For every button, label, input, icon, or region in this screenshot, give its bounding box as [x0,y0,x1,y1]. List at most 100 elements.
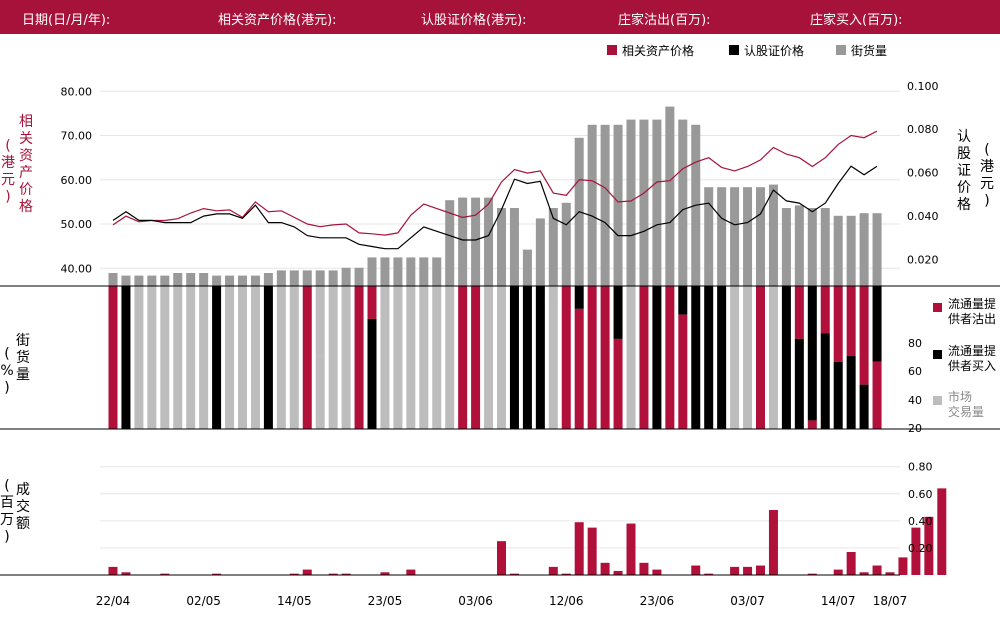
issuer-buy-label: 庄家买入(百万): [810,13,903,28]
outstanding-bar [522,249,532,286]
activity-bar [108,286,118,429]
outstanding-bar [160,275,170,286]
svg-text:): ) [5,189,10,205]
activity-bar [548,286,558,298]
x-tick-label: 03/06 [458,594,493,608]
activity-bar [225,286,235,429]
underlying-price-label: 相关资产价格(港元): [218,13,337,28]
outstanding-bar [652,119,662,286]
activity-bar [639,286,649,429]
bottom-axis-title: 成交额 [16,482,30,532]
activity-bar [147,286,157,429]
outstanding-bar [238,275,247,286]
outstanding-bar [833,215,843,286]
svg-text:街: 街 [16,333,30,349]
outstanding-bar [730,187,740,286]
activity-bar-remainder [548,297,558,429]
outstanding-bar [432,257,442,286]
svg-text:元: 元 [1,172,15,188]
x-tick-label: 02/05 [186,594,221,608]
activity-bars [108,286,882,429]
turnover-bar [898,557,908,575]
activity-bar-remainder [794,338,804,429]
activity-bar [160,286,170,429]
turnover-bar [613,570,623,575]
activity-bar [807,286,817,421]
outstanding-bar [380,257,390,286]
activity-bar [717,286,727,429]
turnover-bar [652,569,662,575]
activity-bar [432,286,442,429]
activity-bar [212,286,222,429]
activity-bar-remainder [613,338,623,429]
mid-axis-unit: (%) [0,346,13,396]
price-lines [112,130,878,250]
outstanding-bar [807,208,817,286]
mid-legend-market-swatch [933,396,942,405]
turnover-bar [743,566,753,575]
svg-text:货: 货 [16,349,30,366]
activity-bar-remainder [833,361,843,429]
turnover-bar [807,573,817,575]
activity-bar [756,286,765,429]
activity-bar [238,286,247,429]
outstanding-bar [613,124,623,286]
header-bar: 日期(日/月/年): 相关资产价格(港元): 认股证价格(港元): 庄家沽出(百… [0,0,1000,34]
mid-tick-label: 20 [908,422,922,435]
turnover-bar [509,573,519,575]
svg-text:证: 证 [957,163,971,179]
x-tick-label: 18/07 [873,594,908,608]
outstanding-bar [859,213,869,286]
x-tick-label: 22/04 [96,594,131,608]
outstanding-bar [678,119,688,286]
left-axis-unit: (港元) [1,138,15,205]
svg-text:港: 港 [1,155,15,171]
activity-bar [354,286,364,429]
activity-bar [820,286,830,334]
legend-warrant-swatch [729,45,739,55]
activity-bar [199,286,209,429]
bottom-axis-unit: (百万) [0,478,14,545]
mid-legend-buy-swatch [933,350,942,359]
underlying-price-line [112,130,878,236]
outstanding-bar [600,124,610,286]
right-tick-label: 0.060 [907,167,939,180]
outstanding-bar [393,257,403,286]
turnover-bars [108,488,947,575]
activity-bar-remainder [574,308,584,429]
activity-bar [691,286,701,429]
activity-bar [587,286,597,429]
bottom-tick-label: 0.20 [908,542,933,555]
svg-text:关: 关 [19,131,33,147]
labels: 相关资产价格 认股证价格 街货量流通量提供者沽出流通量提供者买入市场交易量相关资产价… [0,43,996,545]
outstanding-bar [328,270,338,286]
outstanding-bar [276,270,286,286]
activity-bar [535,286,545,429]
turnover-bar [704,573,714,575]
outstanding-bar [743,187,753,286]
svg-text:港: 港 [980,159,994,175]
warrant-price-line [112,165,878,250]
svg-text:交: 交 [16,498,30,515]
activity-bar [497,286,506,429]
activity-bar [458,286,468,429]
mid-tick-label: 40 [908,394,922,407]
turnover-bar [160,573,170,575]
outstanding-bar [108,273,118,286]
mid-tick-label: 80 [908,337,922,350]
activity-bar [419,286,429,429]
svg-text:格: 格 [19,199,33,215]
activity-bar [121,286,131,429]
svg-text:成: 成 [16,482,30,498]
activity-bar [186,286,196,429]
outstanding-bar [548,208,558,286]
outstanding-bar [768,184,778,286]
turnover-bar [859,572,869,575]
activity-bar [367,286,377,319]
activity-bar [768,286,778,429]
warrant-price-label: 认股证价格(港元): [421,13,527,28]
activity-bar-remainder [859,384,869,429]
outstanding-bar [639,119,649,286]
x-tick-label: 03/07 [730,594,765,608]
svg-text:格: 格 [957,197,971,213]
